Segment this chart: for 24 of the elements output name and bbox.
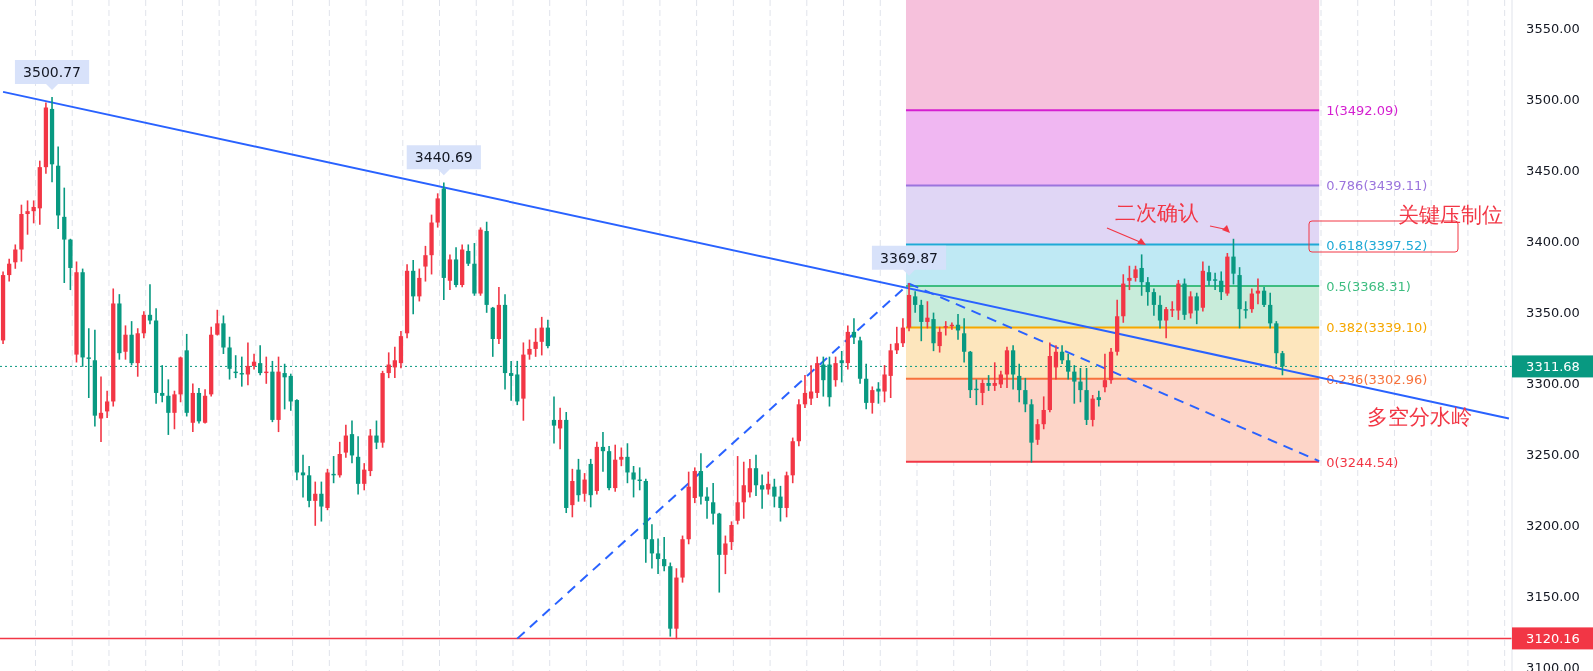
ref-line-label: 0.786(3439.11) bbox=[1326, 178, 1428, 194]
y-tick-label: 3400.00 bbox=[1526, 233, 1580, 249]
ref-line-label: 0.382(3339.10) bbox=[1326, 320, 1428, 336]
annotation: 3440.69 bbox=[414, 149, 473, 166]
y-tick-label: 3500.00 bbox=[1526, 91, 1580, 107]
ref-line-label: 0.618(3397.52) bbox=[1326, 237, 1428, 253]
annotation: 多空分水岭 bbox=[1367, 405, 1472, 428]
annotation: 关键压制位 bbox=[1398, 203, 1503, 226]
annotation: 3500.77 bbox=[23, 63, 81, 80]
y-tick-label: 3200.00 bbox=[1526, 518, 1580, 534]
y-tick-label: 3450.00 bbox=[1526, 162, 1580, 178]
ref-line-label: 0.5(3368.31) bbox=[1326, 279, 1411, 294]
y-tick-label: 3550.00 bbox=[1526, 20, 1580, 36]
annotation: 二次确认 bbox=[1115, 201, 1199, 224]
ref-line-label: 0.236(3302.96) bbox=[1326, 371, 1428, 387]
ref-line-label: 3120.16 bbox=[1526, 631, 1580, 647]
ref-line-label: 0(3244.54) bbox=[1326, 454, 1399, 470]
y-tick-label: 3300.00 bbox=[1526, 376, 1580, 391]
ref-line-label: 1(3492.09) bbox=[1326, 103, 1399, 119]
ref-line-label: 3311.68 bbox=[1526, 359, 1580, 375]
annotation: 3369.87 bbox=[880, 249, 938, 266]
y-tick-label: 3250.00 bbox=[1526, 447, 1580, 463]
y-tick-label: 3350.00 bbox=[1526, 305, 1580, 320]
y-tick-label: 3150.00 bbox=[1526, 589, 1580, 605]
